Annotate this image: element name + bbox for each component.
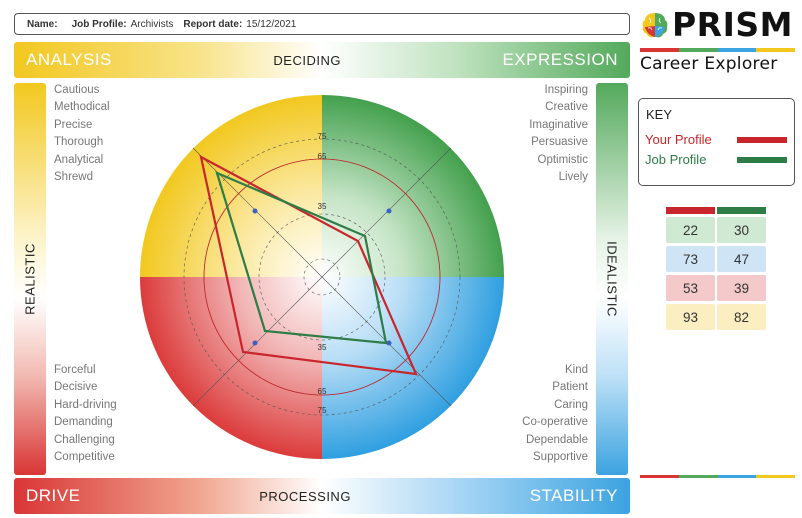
trait-item: Hard-driving	[54, 398, 117, 411]
brain-icon	[642, 13, 668, 38]
your-score: 93	[666, 304, 715, 330]
trait-item: Challenging	[54, 433, 115, 446]
stability-label: STABILITY	[529, 486, 618, 505]
your-profile-swatch	[737, 137, 787, 143]
report-date-label: Report date:	[183, 18, 243, 30]
prism-radar-chart: 75 65 35 35 65 75	[140, 95, 504, 459]
report-header: Name: Job Profile: Archivists Report dat…	[14, 13, 630, 35]
job-profile-shape	[215, 171, 388, 345]
legend-key: KEY Your Profile Job Profile	[638, 98, 795, 186]
your-score: 22	[666, 217, 715, 243]
expression-label: EXPRESSION	[502, 50, 618, 69]
legend-label: Job Profile	[645, 152, 707, 167]
job-score: 82	[717, 304, 766, 330]
legend-job-profile: Job Profile	[645, 152, 706, 167]
trait-item: Competitive	[54, 451, 115, 464]
trait-item: Precise	[54, 118, 93, 131]
trait-item: Decisive	[54, 381, 98, 394]
job-profile-swatch	[737, 157, 787, 163]
job-score: 39	[717, 275, 766, 301]
score-table: 22 30 73 47 53 39 93 82	[666, 207, 766, 330]
ring-label: 35	[318, 202, 327, 211]
ring-label: 75	[318, 132, 327, 141]
analysis-traits: Cautious Methodical Precise Thorough Ana…	[54, 82, 110, 186]
your-profile-shape	[199, 154, 418, 376]
trait-item: Inspiring	[544, 84, 588, 96]
score-table-header	[666, 207, 766, 214]
prism-logo: PRISM Career Explorer	[640, 5, 795, 78]
trait-item: Shrewd	[54, 171, 93, 184]
benchmark-ring	[203, 158, 441, 396]
legend-label: Your Profile	[645, 132, 712, 147]
your-score: 53	[666, 275, 715, 301]
trait-item: Methodical	[54, 101, 110, 114]
idealistic-label: IDEALISTIC	[604, 241, 620, 317]
legend-your-profile: Your Profile	[645, 132, 712, 147]
trait-item: Co-operative	[522, 416, 588, 429]
expression-traits: Inspiring Creative Imaginative Persuasiv…	[529, 82, 588, 186]
drive-traits: Forceful Decisive Hard-driving Demanding…	[54, 362, 117, 466]
trait-item: Optimistic	[537, 153, 588, 166]
your-score: 73	[666, 246, 715, 272]
trait-item: Caring	[554, 398, 588, 411]
marker-dot	[386, 340, 392, 346]
job-profile-column-marker	[717, 207, 766, 214]
score-row: 73 47	[666, 246, 766, 272]
marker-dot	[252, 340, 258, 346]
job-score: 47	[717, 246, 766, 272]
bottom-band: DRIVE PROCESSING STABILITY	[14, 478, 630, 514]
drive-label: DRIVE	[26, 486, 81, 505]
score-row: 22 30	[666, 217, 766, 243]
deciding-label: DECIDING	[273, 52, 341, 68]
trait-item: Lively	[558, 171, 588, 184]
key-title: KEY	[646, 107, 673, 122]
analysis-label: ANALYSIS	[26, 50, 112, 69]
ring-label: 65	[318, 152, 327, 161]
trait-item: Demanding	[54, 416, 113, 429]
ring-label: 75	[318, 406, 327, 415]
realistic-bar	[14, 83, 46, 475]
trait-item: Supportive	[533, 451, 588, 464]
brand-stripe	[640, 48, 795, 52]
processing-label: PROCESSING	[259, 488, 351, 504]
job-profile-value: Archivists	[130, 18, 174, 30]
footer-stripe	[640, 475, 795, 478]
trait-item: Cautious	[54, 84, 100, 96]
job-score: 30	[717, 217, 766, 243]
ring-label: 65	[318, 387, 327, 396]
top-band: ANALYSIS DECIDING EXPRESSION	[14, 42, 630, 78]
marker-dot	[252, 208, 258, 214]
trait-item: Patient	[552, 381, 588, 394]
brand-name: PRISM	[672, 5, 793, 44]
stability-traits: Kind Patient Caring Co-operative Dependa…	[522, 362, 588, 466]
job-profile-label: Job Profile:	[71, 18, 127, 30]
trait-item: Forceful	[54, 364, 96, 376]
trait-item: Imaginative	[529, 118, 588, 131]
report-date-value: 15/12/2021	[246, 18, 297, 30]
trait-item: Thorough	[54, 136, 104, 149]
name-label: Name:	[27, 18, 58, 30]
realistic-label: REALISTIC	[22, 243, 38, 315]
idealistic-bar	[596, 83, 628, 475]
center-markers	[252, 208, 392, 346]
your-profile-column-marker	[666, 207, 715, 214]
score-row: 53 39	[666, 275, 766, 301]
marker-dot	[386, 208, 392, 214]
trait-item: Analytical	[54, 153, 104, 166]
score-row: 93 82	[666, 304, 766, 330]
ring-label: 35	[318, 343, 327, 352]
brand-subtitle: Career Explorer	[640, 54, 778, 74]
trait-item: Creative	[545, 101, 588, 114]
trait-item: Persuasive	[531, 136, 588, 149]
trait-item: Dependable	[525, 433, 588, 446]
trait-item: Kind	[564, 364, 588, 376]
